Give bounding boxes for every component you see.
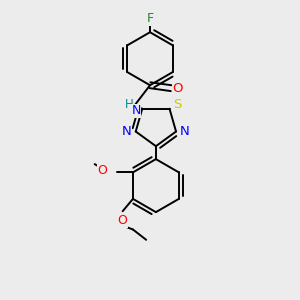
Text: N: N [122, 125, 132, 138]
Text: O: O [98, 164, 107, 176]
Text: O: O [117, 214, 127, 227]
Text: O: O [172, 82, 183, 95]
Text: F: F [146, 13, 154, 26]
Text: N: N [131, 104, 141, 117]
Text: S: S [174, 98, 182, 111]
Text: H: H [125, 98, 134, 111]
Text: N: N [180, 125, 190, 138]
